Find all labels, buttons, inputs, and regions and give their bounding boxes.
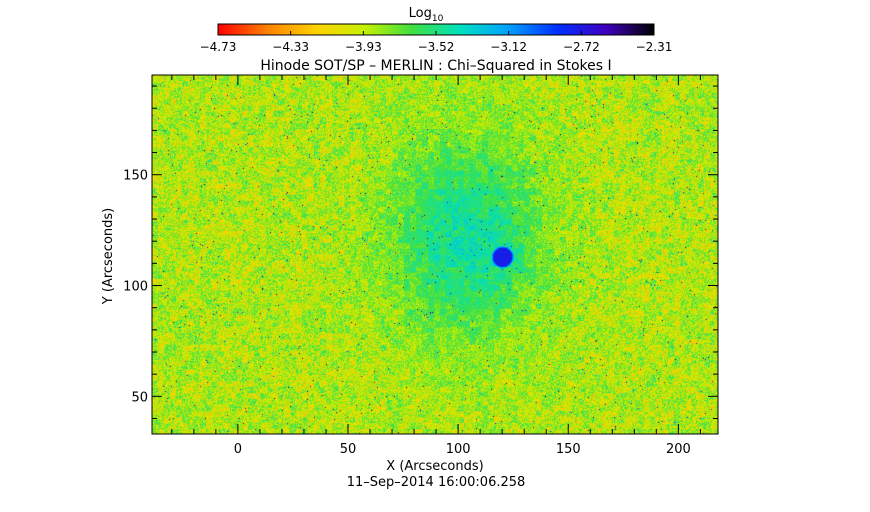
y-tick-label: 100: [123, 280, 148, 295]
colorbar-tick-label: −2.31: [636, 40, 673, 54]
y-axis-label: Y (Arcseconds): [101, 208, 116, 305]
x-tick-label: 0: [234, 442, 242, 457]
x-axis-label: X (Arcseconds): [386, 459, 483, 474]
x-tick-label: 200: [666, 442, 691, 457]
y-tick-label: 150: [123, 169, 148, 184]
colorbar-tick-label: −3.52: [418, 40, 455, 54]
timestamp: 11–Sep–2014 16:00:06.258: [347, 475, 526, 490]
colorbar-tick-label: −3.93: [345, 40, 382, 54]
colorbar-tick-label: −2.72: [563, 40, 600, 54]
x-tick-label: 100: [446, 442, 471, 457]
colorbar-ticks: −4.73 −4.33 −3.93 −3.52 −3.12 −2.72 −2.31: [200, 31, 673, 54]
y-tick-label: 50: [131, 390, 148, 405]
axes: 0 50 100 150 200 50 100 150: [123, 75, 718, 457]
colorbar-tick-label: −4.73: [200, 40, 237, 54]
x-tick-label: 50: [340, 442, 357, 457]
plot-frame: [151, 74, 719, 435]
colorbar-tick-label: −3.12: [490, 40, 527, 54]
heatmap-image: [152, 75, 718, 434]
colorbar-tick-label: −4.33: [272, 40, 309, 54]
colorbar-label: Log10: [409, 6, 444, 24]
chart-title: Hinode SOT/SP – MERLIN : Chi–Squared in …: [260, 58, 611, 74]
x-tick-label: 150: [556, 442, 581, 457]
